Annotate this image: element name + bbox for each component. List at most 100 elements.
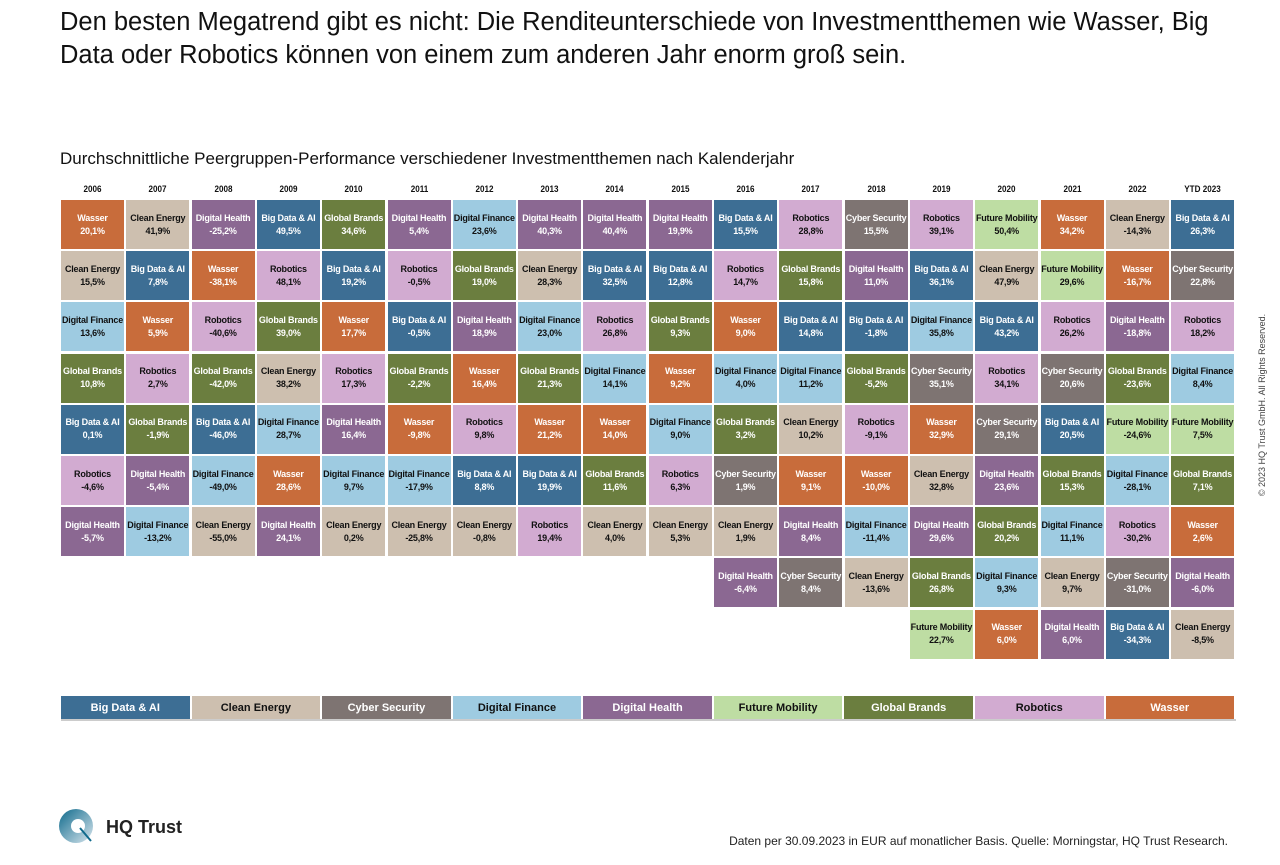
cell-value: 17,7%: [341, 327, 366, 338]
theme-cell: Global Brands -23,6%: [1105, 353, 1169, 403]
cell-value: 7,1%: [1192, 481, 1213, 492]
theme-cell: Cyber Security 20,6%: [1040, 353, 1104, 403]
cell-theme: Wasser: [1122, 263, 1153, 274]
cell-value: -2,2%: [407, 379, 431, 390]
cell-theme: Robotics: [335, 366, 373, 377]
theme-cell: Big Data & AI 49,5%: [256, 200, 320, 249]
cell-value: -6,0%: [1191, 583, 1214, 594]
cell-theme: Digital Finance: [519, 314, 581, 325]
cell-theme: Wasser: [77, 212, 108, 223]
theme-cell: Global Brands 9,3%: [648, 302, 712, 352]
cell-theme: Global Brands: [911, 570, 971, 581]
cell-value: 18,2%: [1190, 327, 1215, 338]
cell-value: -14,3%: [1123, 225, 1152, 236]
cell-value: 8,4%: [800, 583, 821, 594]
cell-value: 36,1%: [929, 276, 954, 287]
source-note: Daten per 30.09.2023 in EUR auf monatlic…: [729, 834, 1228, 848]
theme-cell: Cyber Security 29,1%: [975, 404, 1039, 454]
year-label: 2013: [540, 184, 559, 194]
legend-item: Future Mobility: [713, 696, 843, 719]
theme-cell: Digital Health 29,6%: [909, 507, 973, 557]
theme-cell: Wasser 2,6%: [1171, 507, 1235, 557]
theme-cell: Clean Energy -14,3%: [1105, 200, 1169, 249]
cell-theme: Global Brands: [520, 366, 580, 377]
theme-cell: Robotics -30,2%: [1105, 507, 1169, 557]
cell-value: 9,1%: [800, 481, 821, 492]
cell-value: 40,3%: [537, 225, 562, 236]
cell-theme: Clean Energy: [913, 468, 969, 479]
cell-value: -0,5%: [407, 276, 431, 287]
cell-theme: Robotics: [596, 314, 634, 325]
year-label: 2015: [671, 184, 690, 194]
theme-cell: Cyber Security 1,9%: [714, 456, 777, 505]
theme-cell: Robotics 17,3%: [322, 353, 386, 403]
cell-value: 50,4%: [994, 225, 1019, 236]
cell-value: -17,9%: [405, 481, 433, 492]
cell-value: -18,8%: [1123, 327, 1152, 338]
theme-cell: Big Data & AI -46,0%: [191, 404, 255, 454]
cell-value: 17,3%: [341, 379, 366, 390]
theme-cell: Clean Energy 41,9%: [126, 200, 190, 249]
cell-theme: Digital Health: [326, 417, 382, 428]
cell-value: -55,0%: [209, 532, 237, 543]
cell-theme: Digital Health: [979, 468, 1035, 479]
cell-value: 26,8%: [929, 583, 954, 594]
cell-value: 8,4%: [1192, 379, 1213, 390]
year-label: 2011: [410, 184, 428, 194]
year-label: 2019: [932, 184, 951, 194]
theme-cell: Clean Energy 1,9%: [714, 507, 777, 557]
cell-theme: Big Data & AI: [130, 263, 185, 274]
cell-theme: Robotics: [1118, 519, 1156, 530]
cell-theme: Digital Health: [718, 570, 773, 581]
cell-theme: Digital Finance: [649, 417, 711, 428]
cell-value: 13,6%: [80, 327, 105, 338]
cell-value: -5,2%: [864, 379, 888, 390]
cell-value: 29,6%: [929, 532, 954, 543]
cell-value: 5,3%: [670, 532, 691, 543]
theme-cell: Digital Health 16,4%: [322, 404, 386, 454]
theme-cell: Digital Finance 11,2%: [779, 353, 843, 403]
year-label: 2009: [279, 184, 298, 194]
year-label: 2016: [736, 184, 755, 194]
cell-theme: Wasser: [273, 468, 304, 479]
cell-theme: Robotics: [74, 468, 111, 479]
year-label: 2010: [344, 184, 363, 194]
theme-cell: Clean Energy 10,2%: [779, 404, 843, 454]
cell-theme: Digital Finance: [1041, 519, 1103, 530]
cell-theme: Digital Health: [914, 519, 969, 530]
theme-cell: Digital Health 6,0%: [1040, 609, 1104, 659]
theme-cell: Digital Finance 9,3%: [975, 558, 1039, 608]
cell-value: 39,0%: [276, 327, 301, 338]
theme-cell: Digital Health -6,4%: [714, 558, 777, 608]
theme-cell: Digital Finance 9,7%: [322, 456, 386, 505]
theme-cell: Global Brands 20,2%: [975, 507, 1039, 557]
cell-theme: Big Data & AI: [326, 263, 381, 274]
theme-cell: Big Data & AI 19,9%: [518, 456, 582, 505]
cell-theme: Digital Finance: [780, 366, 842, 377]
cell-value: 23,6%: [994, 481, 1019, 492]
theme-cell: Global Brands 39,0%: [256, 302, 320, 352]
theme-cell: Digital Health -25,2%: [191, 200, 255, 249]
cell-theme: Clean Energy: [652, 519, 708, 530]
year-label: 2022: [1128, 184, 1147, 194]
theme-cell: Robotics 28,8%: [779, 200, 843, 249]
theme-cell: Global Brands -5,2%: [844, 353, 908, 403]
theme-cell: Digital Finance 28,7%: [256, 404, 320, 454]
theme-cell: Robotics 14,7%: [714, 251, 777, 301]
cell-theme: Cyber Security: [845, 212, 907, 223]
theme-cell: Clean Energy 47,9%: [975, 251, 1039, 301]
cell-value: 32,5%: [602, 276, 628, 287]
theme-cell: Digital Finance -13,2%: [126, 507, 190, 557]
cell-theme: Clean Energy: [195, 519, 251, 530]
theme-cell: Clean Energy -0,8%: [452, 507, 516, 557]
cell-theme: Clean Energy: [260, 366, 316, 377]
cell-value: 2,7%: [147, 379, 168, 390]
cell-value: 15,8%: [798, 276, 824, 287]
cell-theme: Digital Health: [783, 519, 839, 530]
cell-value: 29,1%: [994, 430, 1019, 441]
cell-value: -25,8%: [405, 532, 433, 543]
cell-value: -38,1%: [209, 276, 237, 287]
cell-value: 12,8%: [667, 276, 693, 287]
cell-value: 9,2%: [670, 379, 691, 390]
cell-value: 28,7%: [276, 430, 301, 441]
